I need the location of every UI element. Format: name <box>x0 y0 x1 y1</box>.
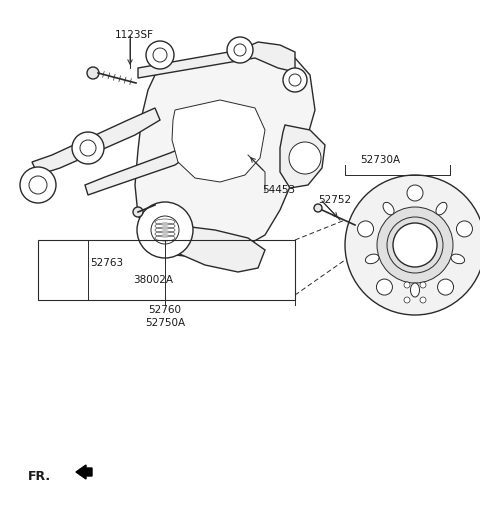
Polygon shape <box>172 100 265 182</box>
Circle shape <box>87 67 99 79</box>
Text: 52752: 52752 <box>318 195 351 205</box>
Polygon shape <box>280 125 325 188</box>
Text: 52760: 52760 <box>148 305 181 315</box>
FancyArrow shape <box>76 465 92 479</box>
Polygon shape <box>175 225 265 272</box>
Ellipse shape <box>365 254 379 264</box>
Ellipse shape <box>436 202 447 215</box>
Circle shape <box>358 221 373 237</box>
Polygon shape <box>32 108 160 175</box>
Circle shape <box>393 223 437 267</box>
Polygon shape <box>138 42 295 78</box>
Bar <box>38 240 295 300</box>
Text: 38002A: 38002A <box>133 275 173 285</box>
Ellipse shape <box>383 202 394 215</box>
Circle shape <box>234 44 246 56</box>
Circle shape <box>137 202 193 258</box>
Circle shape <box>456 221 472 237</box>
Circle shape <box>420 282 426 288</box>
Text: 52763: 52763 <box>90 258 123 268</box>
Text: 54453: 54453 <box>262 185 295 195</box>
Circle shape <box>227 37 253 63</box>
Circle shape <box>29 176 47 194</box>
Circle shape <box>133 207 143 217</box>
Ellipse shape <box>410 283 420 297</box>
Circle shape <box>289 142 321 174</box>
Circle shape <box>345 175 480 315</box>
Polygon shape <box>85 148 185 195</box>
Circle shape <box>377 207 453 283</box>
Circle shape <box>404 297 410 303</box>
Circle shape <box>407 185 423 201</box>
Circle shape <box>151 216 179 244</box>
Circle shape <box>153 48 167 62</box>
Circle shape <box>72 132 104 164</box>
Circle shape <box>80 140 96 156</box>
Polygon shape <box>135 52 315 258</box>
Circle shape <box>314 204 322 212</box>
Text: 52750A: 52750A <box>145 318 185 328</box>
Ellipse shape <box>442 195 472 295</box>
Circle shape <box>289 74 301 86</box>
Circle shape <box>404 282 410 288</box>
Circle shape <box>283 68 307 92</box>
Circle shape <box>146 41 174 69</box>
Circle shape <box>420 297 426 303</box>
Text: FR.: FR. <box>28 470 51 483</box>
Ellipse shape <box>451 254 465 264</box>
Circle shape <box>438 279 454 295</box>
Circle shape <box>20 167 56 203</box>
Text: 52730A: 52730A <box>360 155 400 165</box>
Text: 1123SF: 1123SF <box>115 30 154 40</box>
Circle shape <box>376 279 393 295</box>
